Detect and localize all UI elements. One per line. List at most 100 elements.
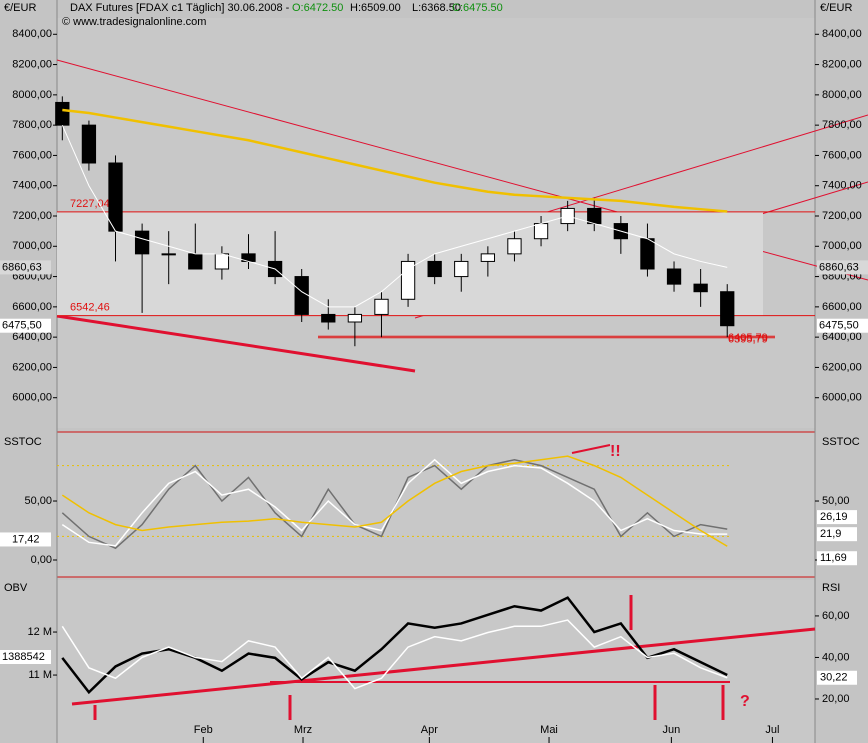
series-line — [61, 455, 728, 547]
value-label: 21,9 — [820, 528, 841, 540]
y-tick-label: 7200,00 — [12, 210, 52, 222]
value-label-box — [817, 527, 857, 542]
marker-box — [0, 532, 51, 547]
price-marker-label: 6475,50 — [2, 320, 42, 332]
candle-body — [55, 101, 70, 126]
y-tick-label: 40,00 — [822, 651, 850, 663]
candle-body — [161, 253, 176, 256]
y-tick-label: 6600,00 — [12, 301, 52, 313]
series-line — [61, 124, 728, 308]
series-line — [61, 619, 728, 690]
obv-title: OBV — [4, 582, 28, 594]
y-tick-label: 0,00 — [31, 554, 52, 566]
candle-body — [134, 230, 150, 255]
stoch-title-right: SSTOC — [822, 436, 860, 448]
candle-body — [693, 283, 708, 293]
y-tick-label: 8400,00 — [822, 28, 862, 40]
candle-body — [640, 238, 655, 270]
price-marker-label: 6860,63 — [819, 261, 859, 273]
y-tick-label: 6000,00 — [822, 392, 862, 404]
y-tick-label: 6600,00 — [822, 301, 862, 313]
y-tick-label: 6400,00 — [822, 331, 862, 343]
y-tick-label: 50,00 — [24, 495, 52, 507]
value-label: 30,22 — [820, 672, 848, 684]
candle-body — [108, 162, 123, 232]
y-tick-label: 6000,00 — [12, 392, 52, 404]
level-label: 6395,79 — [728, 334, 768, 346]
value-label: 26,19 — [820, 511, 848, 523]
candle-body — [321, 313, 336, 323]
current-box — [0, 650, 51, 664]
ohlc-low: L:6368.50 — [412, 2, 461, 14]
annotation: ? — [740, 693, 750, 710]
series-line — [61, 596, 728, 695]
y-tick-label: 60,00 — [822, 610, 850, 622]
price-marker-box — [817, 260, 868, 275]
candle-body — [587, 207, 602, 225]
chart-title: DAX Futures [FDAX c1 Täglich] 30.06.2008… — [70, 2, 290, 14]
candle-body — [533, 223, 549, 240]
candle-body — [454, 260, 469, 278]
x-tick-label: Feb — [194, 724, 213, 736]
x-tick-label: Jun — [663, 724, 681, 736]
candle-body — [427, 260, 442, 278]
candle-body — [507, 238, 522, 255]
x-tick-label: Jul — [765, 724, 779, 736]
y-tick-label: 11 M — [28, 669, 52, 681]
candle-body — [666, 268, 682, 285]
series-line — [61, 458, 728, 547]
currency-right: €/EUR — [820, 2, 852, 14]
y-tick-label: 7600,00 — [12, 149, 52, 161]
y-tick-label: 6200,00 — [12, 361, 52, 373]
y-tick-label: 8400,00 — [12, 28, 52, 40]
y-tick-label: 8000,00 — [12, 89, 52, 101]
price-marker-box — [817, 318, 868, 333]
y-tick-label: 8200,00 — [12, 58, 52, 70]
x-tick-label: Mai — [540, 724, 558, 736]
value-label-box — [817, 510, 857, 525]
level-label: 6542,46 — [70, 301, 110, 313]
x-tick-label: Mrz — [294, 724, 312, 736]
candle-body — [214, 253, 230, 270]
marker-label: 17,42 — [12, 533, 40, 545]
current-label: 1388542 — [2, 651, 45, 663]
rsi-title: RSI — [822, 582, 840, 594]
y-tick-label: 8000,00 — [822, 89, 862, 101]
level-label: 7227,04 — [70, 198, 110, 210]
y-tick-label: 50,00 — [822, 495, 850, 507]
stoch-title: SSTOC — [4, 436, 42, 448]
y-tick-label: 7000,00 — [822, 240, 862, 252]
candle-body — [294, 276, 309, 315]
price-marker-label: 6860,63 — [2, 261, 42, 273]
y-tick-label: 8200,00 — [822, 58, 862, 70]
stoch-panel — [56, 431, 816, 578]
y-tick-label: 7000,00 — [12, 240, 52, 252]
price-marker-box — [0, 318, 51, 333]
ohlc-high: H:6509.00 — [350, 2, 401, 14]
y-tick-label: 7200,00 — [822, 210, 862, 222]
y-tick-label: 6200,00 — [822, 361, 862, 373]
candle-body — [400, 260, 416, 300]
price-marker-label: 6475,50 — [819, 320, 859, 332]
y-tick-label: 7400,00 — [822, 180, 862, 192]
candle-body — [720, 291, 735, 327]
subtitle: © www.tradesignalonline.com — [62, 16, 206, 28]
series-line — [62, 108, 728, 213]
currency: €/EUR — [4, 2, 36, 14]
candle-body — [347, 313, 363, 323]
candle-body — [374, 298, 389, 315]
y-tick-label: 7400,00 — [12, 180, 52, 192]
value-label: 11,69 — [820, 552, 847, 564]
y-tick-label: 7800,00 — [822, 119, 862, 131]
value-label-box — [817, 670, 857, 685]
candle-body — [188, 253, 203, 270]
candle-body — [480, 253, 496, 262]
candle-body — [81, 124, 97, 164]
value-label-box — [817, 551, 857, 566]
x-tick-label: Apr — [421, 724, 438, 736]
y-tick-label: 7800,00 — [12, 119, 52, 131]
annotation: !! — [610, 443, 621, 460]
y-tick-label: 6400,00 — [12, 331, 52, 343]
ohlc-open: O:6472.50 — [292, 2, 343, 14]
